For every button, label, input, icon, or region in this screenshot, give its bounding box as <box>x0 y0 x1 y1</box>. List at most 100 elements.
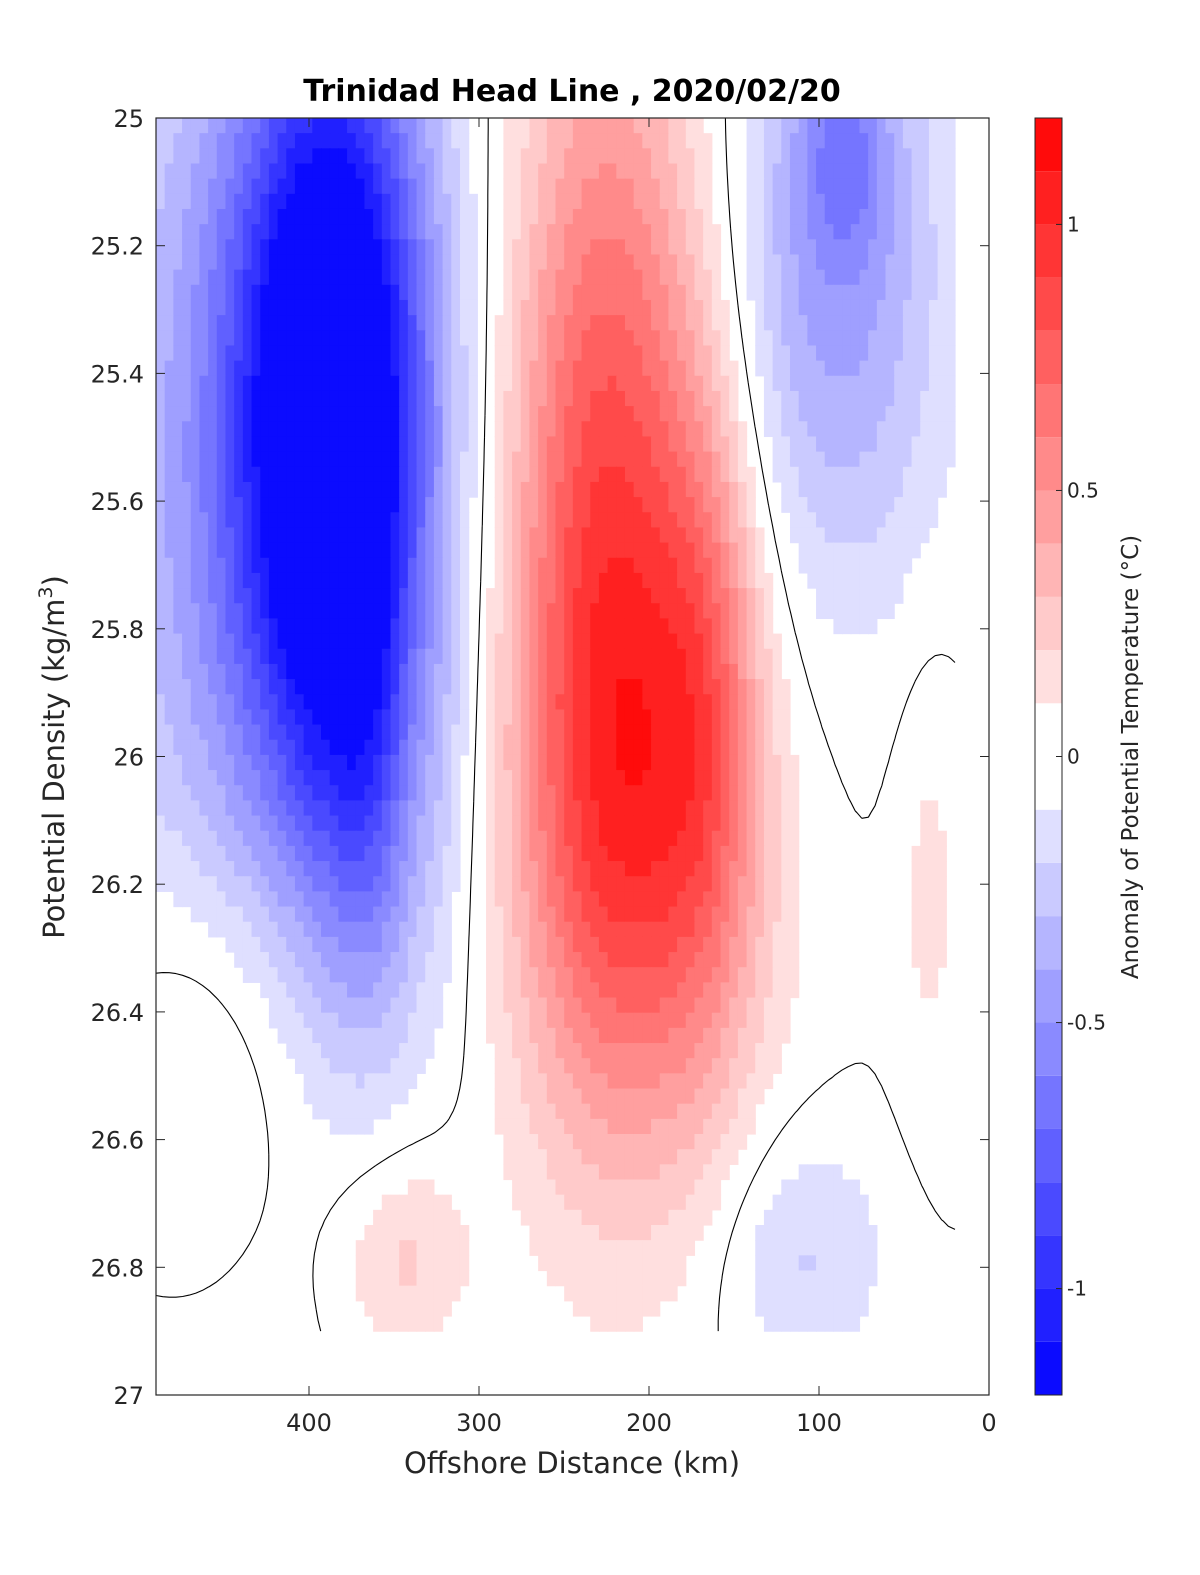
contour-cell <box>876 466 887 483</box>
contour-cell <box>703 299 713 316</box>
contour-cell <box>303 542 313 559</box>
contour-cell <box>633 648 643 665</box>
contour-cell <box>416 785 426 801</box>
contour-cell <box>633 679 643 695</box>
contour-cell <box>902 163 913 180</box>
contour-cell <box>685 936 696 953</box>
contour-cell <box>798 481 808 498</box>
contour-cell <box>711 375 722 392</box>
contour-cell <box>512 239 522 256</box>
contour-cell <box>816 375 826 392</box>
contour-cell <box>685 224 696 240</box>
contour-cell <box>407 754 418 771</box>
contour-cell <box>694 1073 704 1090</box>
contour-cell <box>347 512 357 529</box>
contour-cell <box>633 997 643 1014</box>
contour-cell <box>329 770 339 786</box>
contour-cell <box>433 542 444 559</box>
contour-cell <box>190 648 201 665</box>
contour-cell <box>225 224 235 240</box>
contour-cell <box>677 830 687 847</box>
contour-cell <box>763 390 774 407</box>
contour-cell <box>399 603 409 620</box>
contour-cell <box>824 512 835 529</box>
contour-cell <box>425 193 435 210</box>
contour-cell <box>876 193 887 210</box>
contour-cell <box>920 360 930 377</box>
contour-cell <box>268 118 279 134</box>
contour-cell <box>581 936 591 953</box>
contour-cell <box>199 618 209 635</box>
contour-cell <box>416 208 426 225</box>
contour-cell <box>234 118 244 134</box>
contour-cell <box>911 421 921 438</box>
contour-cell <box>156 739 166 756</box>
contour-cell <box>260 906 270 923</box>
contour-cell <box>216 921 227 938</box>
contour-cell <box>703 239 713 256</box>
contour-cell <box>581 1058 591 1074</box>
contour-cell <box>590 1103 600 1120</box>
contour-cell <box>355 299 366 316</box>
contour-cell <box>807 527 817 544</box>
contour-cell <box>208 133 218 149</box>
contour-cell <box>651 770 661 786</box>
contour-cell <box>894 163 904 180</box>
contour-cell <box>850 542 861 559</box>
contour-cell <box>555 936 565 953</box>
contour-cell <box>920 845 930 862</box>
contour-cell <box>868 224 878 240</box>
contour-cell <box>503 193 513 210</box>
contour-cell <box>581 224 591 240</box>
contour-cell <box>668 345 678 362</box>
contour-cell <box>277 967 287 983</box>
contour-cell <box>494 709 504 726</box>
contour-cell <box>321 1043 331 1059</box>
contour-cell <box>572 390 583 407</box>
contour-cell <box>303 375 313 392</box>
contour-cell <box>711 572 722 589</box>
contour-cell <box>598 497 609 513</box>
contour-cell <box>277 785 287 801</box>
contour-cell <box>494 588 504 604</box>
contour-cell <box>694 588 704 604</box>
contour-cell <box>911 542 921 559</box>
contour-cell <box>807 512 817 529</box>
contour-cell <box>390 967 400 983</box>
contour-cell <box>564 1073 574 1090</box>
contour-cell <box>772 421 782 438</box>
contour-cell <box>312 921 322 938</box>
contour-cell <box>538 269 548 286</box>
contour-cell <box>347 451 357 468</box>
contour-cell <box>772 193 782 210</box>
contour-cell <box>902 315 913 331</box>
contour-cell <box>268 360 279 377</box>
contour-cell <box>798 345 808 362</box>
contour-cell <box>711 936 722 953</box>
contour-cell <box>260 921 270 938</box>
contour-cell <box>850 421 861 438</box>
contour-cell <box>616 406 626 422</box>
contour-cell <box>842 512 852 529</box>
contour-cell <box>407 269 418 286</box>
contour-cell <box>703 163 713 180</box>
contour-cell <box>677 1058 687 1074</box>
contour-cell <box>486 633 496 650</box>
contour-cell <box>946 360 956 377</box>
contour-cell <box>590 345 600 362</box>
contour-cell <box>242 118 253 134</box>
contour-cell <box>842 390 852 407</box>
contour-cell <box>946 239 956 256</box>
contour-cell <box>321 527 331 544</box>
contour-cell <box>329 1043 339 1059</box>
contour-cell <box>668 1027 678 1044</box>
contour-cell <box>572 921 583 938</box>
contour-cell <box>885 193 895 210</box>
contour-cell <box>251 967 261 983</box>
contour-cell <box>564 952 574 968</box>
contour-cell <box>451 193 461 210</box>
contour-cell <box>355 527 366 544</box>
contour-cell <box>642 1058 652 1074</box>
contour-cell <box>937 466 947 483</box>
contour-cell <box>312 451 322 468</box>
